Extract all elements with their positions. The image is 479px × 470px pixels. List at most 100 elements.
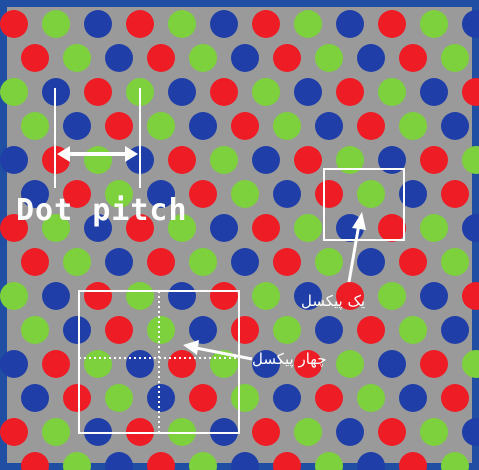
red-phosphor-dot [84,78,112,106]
green-phosphor-dot [399,316,427,344]
red-phosphor-dot [21,248,49,276]
red-phosphor-dot [0,10,28,38]
red-phosphor-dot [462,282,479,310]
green-phosphor-dot [147,112,175,140]
blue-phosphor-dot [357,452,385,470]
green-phosphor-dot [336,146,364,174]
blue-phosphor-dot [420,78,448,106]
green-phosphor-dot [357,180,385,208]
red-phosphor-dot [441,384,469,412]
blue-phosphor-dot [21,384,49,412]
blue-phosphor-dot [147,180,175,208]
blue-phosphor-dot [336,418,364,446]
blue-phosphor-dot [63,112,91,140]
blue-phosphor-dot [105,452,133,470]
blue-phosphor-dot [189,112,217,140]
dot-pitch-arrowhead-right [125,146,138,162]
blue-phosphor-dot [441,112,469,140]
green-phosphor-dot [84,146,112,174]
blue-phosphor-dot [357,248,385,276]
red-phosphor-dot [336,78,364,106]
green-phosphor-dot [441,44,469,72]
green-phosphor-dot [105,384,133,412]
green-phosphor-dot [63,44,91,72]
green-phosphor-dot [147,316,175,344]
green-phosphor-dot [420,10,448,38]
blue-phosphor-dot [0,350,28,378]
one-pixel-annotation: یک پیکسل [301,168,405,311]
blue-phosphor-dot [105,248,133,276]
green-phosphor-dot [252,282,280,310]
green-phosphor-dot [378,78,406,106]
green-phosphor-dot [231,384,259,412]
blue-phosphor-dot [357,44,385,72]
blue-phosphor-dot [378,350,406,378]
green-phosphor-dot [294,214,322,242]
red-phosphor-dot [63,384,91,412]
blue-phosphor-dot [462,10,479,38]
red-phosphor-dot [0,214,28,242]
green-phosphor-dot [420,418,448,446]
red-phosphor-dot [126,214,154,242]
red-phosphor-dot [147,44,175,72]
blue-phosphor-dot [63,316,91,344]
dot-pitch-arrowhead-left [57,146,70,162]
red-phosphor-dot [315,180,343,208]
red-phosphor-dot [441,180,469,208]
blue-phosphor-dot [315,112,343,140]
blue-phosphor-dot [399,384,427,412]
red-phosphor-dot [273,452,301,470]
green-phosphor-dot [273,316,301,344]
blue-phosphor-dot [294,78,322,106]
green-phosphor-dot [420,214,448,242]
red-phosphor-dot [357,316,385,344]
blue-phosphor-dot [252,350,280,378]
blue-phosphor-dot [231,44,259,72]
red-phosphor-dot [105,316,133,344]
blue-phosphor-dot [210,10,238,38]
four-pixel-annotation: چهار پیکسل [78,290,327,434]
red-phosphor-dot [252,214,280,242]
red-phosphor-dot [273,248,301,276]
blue-phosphor-dot [231,452,259,470]
green-phosphor-dot [42,10,70,38]
red-phosphor-dot [378,10,406,38]
green-phosphor-dot [63,248,91,276]
green-phosphor-dot [315,452,343,470]
four-pixel-arrowhead [183,340,199,355]
blue-phosphor-dot [420,282,448,310]
green-phosphor-dot [0,282,28,310]
green-phosphor-dot [105,180,133,208]
blue-phosphor-dot [273,180,301,208]
dot-pitch-label: Dot pitch [16,193,188,228]
red-phosphor-dot [168,146,196,174]
red-phosphor-dot [0,418,28,446]
blue-phosphor-dot [441,316,469,344]
red-phosphor-dot [210,282,238,310]
red-phosphor-dot [252,418,280,446]
red-phosphor-dot [21,44,49,72]
blue-phosphor-dot [315,316,343,344]
blue-phosphor-dot [189,316,217,344]
red-phosphor-dot [399,452,427,470]
green-phosphor-dot [462,350,479,378]
one-pixel-label: یک پیکسل [301,292,365,311]
green-phosphor-dot [42,418,70,446]
blue-phosphor-dot [336,10,364,38]
green-phosphor-dot [21,112,49,140]
red-phosphor-dot [189,384,217,412]
blue-phosphor-dot [231,248,259,276]
red-phosphor-dot [420,350,448,378]
red-phosphor-dot [168,350,196,378]
blue-phosphor-dot [168,78,196,106]
green-phosphor-dot [210,146,238,174]
blue-phosphor-dot [399,180,427,208]
green-phosphor-dot [84,350,112,378]
blue-phosphor-dot [462,214,479,242]
red-phosphor-dot [105,112,133,140]
red-phosphor-dot [63,180,91,208]
red-phosphor-dot [273,44,301,72]
green-phosphor-dot [63,452,91,470]
